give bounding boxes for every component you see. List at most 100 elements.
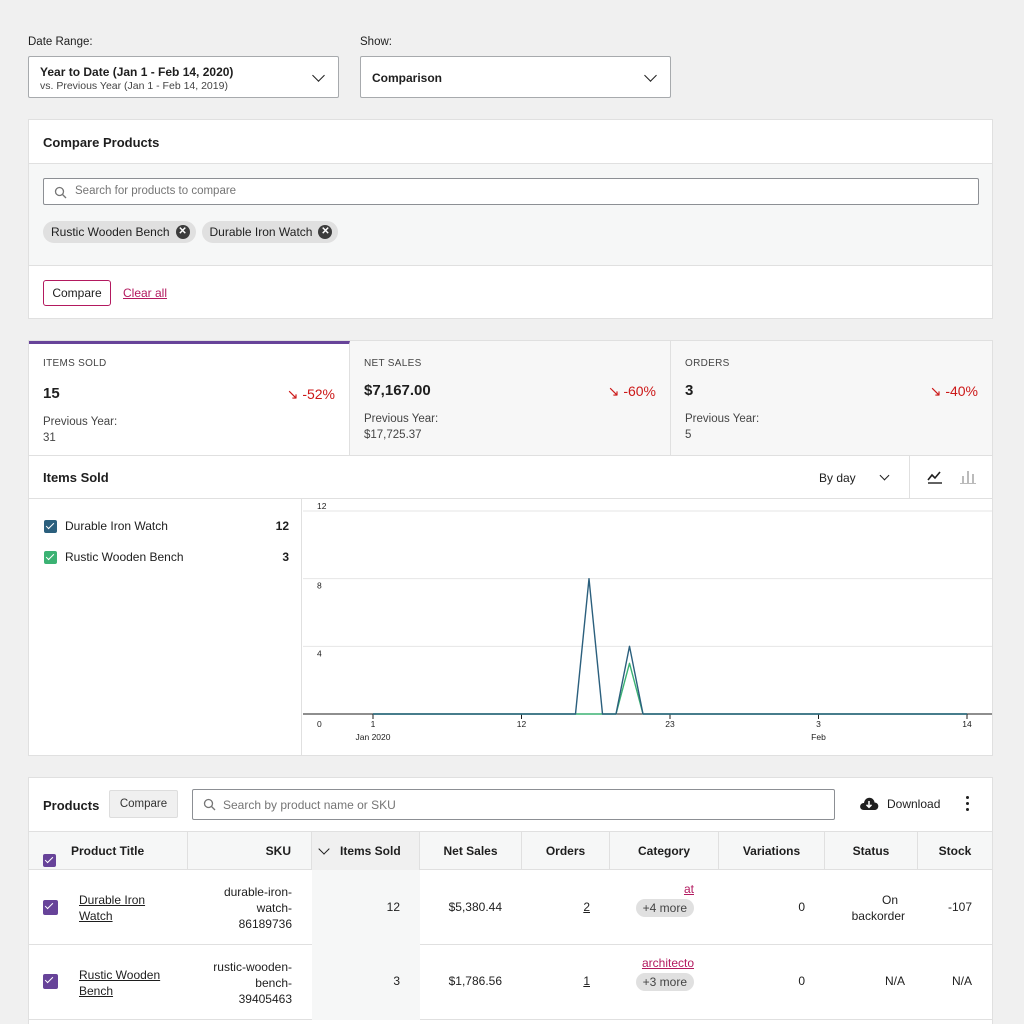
- table-header: Product Title SKU Items Sold Net Sales O…: [29, 831, 992, 870]
- col-status[interactable]: Status: [825, 832, 918, 870]
- chart-header: Items Sold By day: [29, 455, 992, 499]
- compare-search-input[interactable]: Search for products to compare: [43, 178, 979, 205]
- x-tick-label: 12: [517, 719, 527, 729]
- product-title-line: Bench: [79, 984, 114, 998]
- show-value: Comparison: [372, 71, 443, 85]
- table-row: Durable Iron Watch durable-iron-watch- 861…: [29, 870, 992, 945]
- col-category[interactable]: Category: [610, 832, 719, 870]
- x-tick-label: 1: [371, 719, 376, 729]
- trend-down-icon: ↘: [286, 386, 299, 402]
- col-label: Items Sold: [340, 844, 401, 858]
- tile-previous: Previous Year: $17,725.37: [364, 411, 438, 443]
- sku-line: bench-: [255, 976, 292, 990]
- items-sold-cell: 3: [393, 974, 400, 988]
- summary-tile-orders[interactable]: ORDERS 3 ↘ -40% Previous Year: 5: [671, 341, 992, 455]
- col-label: Product Title: [71, 844, 145, 858]
- remove-icon[interactable]: ✕: [318, 225, 333, 239]
- summary-tile-items-sold[interactable]: ITEMS SOLD 15 ↘ -52% Previous Year: 31: [29, 341, 350, 455]
- sku-cell: durable-iron-watch- 86189736: [188, 884, 292, 932]
- tile-prev-label: Previous Year:: [685, 413, 760, 425]
- col-net-sales[interactable]: Net Sales: [420, 832, 522, 870]
- variations-cell: 0: [798, 900, 805, 914]
- sku-line: 39405463: [238, 992, 292, 1006]
- x-tick-sublabel: Feb: [811, 732, 826, 742]
- col-variations[interactable]: Variations: [719, 832, 825, 870]
- tile-prev-label: Previous Year:: [364, 413, 439, 425]
- interval-select[interactable]: By day: [819, 471, 856, 485]
- x-tick-label: 3: [816, 719, 821, 729]
- compare-button[interactable]: Compare: [43, 280, 111, 306]
- orders-link[interactable]: 1: [583, 974, 590, 988]
- summary-tile-net-sales[interactable]: NET SALES $7,167.00 ↘ -60% Previous Year…: [350, 341, 671, 455]
- selected-product-pill: Durable Iron Watch ✕: [201, 221, 339, 243]
- show-select[interactable]: Comparison: [360, 56, 671, 98]
- row-checkbox[interactable]: [43, 900, 58, 915]
- divider: [909, 456, 910, 499]
- products-card: Products Compare Search by product name …: [28, 777, 993, 1024]
- status-line: N/A: [884, 974, 905, 988]
- select-all-checkbox[interactable]: [43, 854, 56, 867]
- sorted-column-bg: [312, 870, 420, 945]
- date-range-sub: vs. Previous Year (Jan 1 - Feb 14, 2019): [40, 80, 228, 92]
- legend-item[interactable]: Durable Iron Watch 12: [44, 519, 289, 535]
- stock-cell: -107: [947, 900, 972, 914]
- clear-all-link[interactable]: Clear all: [123, 286, 168, 300]
- category-more-badge[interactable]: +4 more: [635, 899, 694, 917]
- products-search-input[interactable]: Search by product name or SKU: [192, 789, 835, 820]
- table-row: Rustic Wooden Bench rustic-wooden-bench- 3…: [29, 945, 992, 1020]
- status-line: On: [881, 893, 898, 907]
- tile-value: $7,167.00: [364, 382, 431, 399]
- col-product-title[interactable]: Product Title: [29, 832, 188, 870]
- legend-item[interactable]: Rustic Wooden Bench 3: [44, 550, 289, 566]
- bar-chart-icon[interactable]: [960, 469, 976, 484]
- legend-value: 12: [275, 519, 289, 533]
- status-cell: On backorder: [825, 892, 905, 924]
- line-chart-icon[interactable]: [927, 470, 943, 484]
- sku-line: watch-: [256, 901, 292, 915]
- tile-prev-value: 31: [43, 432, 56, 444]
- trend-down-icon: ↘: [607, 383, 620, 399]
- col-stock[interactable]: Stock: [938, 844, 972, 858]
- legend-label: Durable Iron Watch: [65, 519, 168, 533]
- download-label: Download: [887, 797, 941, 811]
- series-line: [373, 662, 967, 715]
- tile-label: ORDERS: [685, 358, 730, 369]
- sku-line: 86189736: [238, 917, 292, 931]
- products-compare-button[interactable]: Compare: [109, 790, 178, 818]
- product-title-link[interactable]: Rustic Wooden Bench: [79, 967, 160, 999]
- chart-legend: Durable Iron Watch 12 Rustic Wooden Benc…: [29, 499, 302, 755]
- report-card: ITEMS SOLD 15 ↘ -52% Previous Year: 31 NE…: [28, 340, 993, 756]
- more-options-icon[interactable]: [966, 796, 969, 811]
- checkbox-icon[interactable]: [44, 520, 57, 533]
- orders-link[interactable]: 2: [583, 900, 590, 914]
- variations-cell: 0: [798, 974, 805, 988]
- tile-prev-value: 5: [685, 429, 692, 441]
- chevron-down-icon: [312, 69, 325, 82]
- col-items-sold[interactable]: Items Sold: [312, 832, 420, 870]
- category-link[interactable]: architecto: [641, 956, 694, 970]
- selected-product-pill: Rustic Wooden Bench ✕: [43, 221, 196, 243]
- product-title-line: Watch: [79, 909, 113, 923]
- category-cell: architecto +3 more: [610, 956, 694, 991]
- product-title-link[interactable]: Durable Iron Watch: [79, 892, 145, 924]
- tile-prev-label: Previous Year:: [43, 416, 118, 428]
- chevron-down-icon: [879, 470, 890, 481]
- tile-value: 15: [43, 385, 60, 402]
- category-cell: at +4 more: [610, 882, 694, 917]
- remove-icon[interactable]: ✕: [175, 225, 190, 239]
- col-orders[interactable]: Orders: [522, 832, 610, 870]
- category-link[interactable]: at: [683, 882, 694, 896]
- tile-delta: ↘ -52%: [287, 386, 335, 403]
- product-title-line: Durable Iron: [79, 893, 146, 907]
- row-checkbox[interactable]: [43, 974, 58, 989]
- tile-delta-value: -52%: [302, 386, 335, 402]
- legend-value: 3: [282, 550, 289, 564]
- category-more-badge[interactable]: +3 more: [635, 973, 694, 991]
- tile-delta: ↘ -60%: [608, 383, 656, 400]
- checkbox-icon[interactable]: [44, 551, 57, 564]
- legend-label: Rustic Wooden Bench: [65, 550, 184, 564]
- date-range-select[interactable]: Year to Date (Jan 1 - Feb 14, 2020) vs. …: [28, 56, 339, 98]
- series-line: [373, 577, 967, 715]
- tile-value: 3: [685, 382, 694, 399]
- col-sku[interactable]: SKU: [188, 832, 312, 870]
